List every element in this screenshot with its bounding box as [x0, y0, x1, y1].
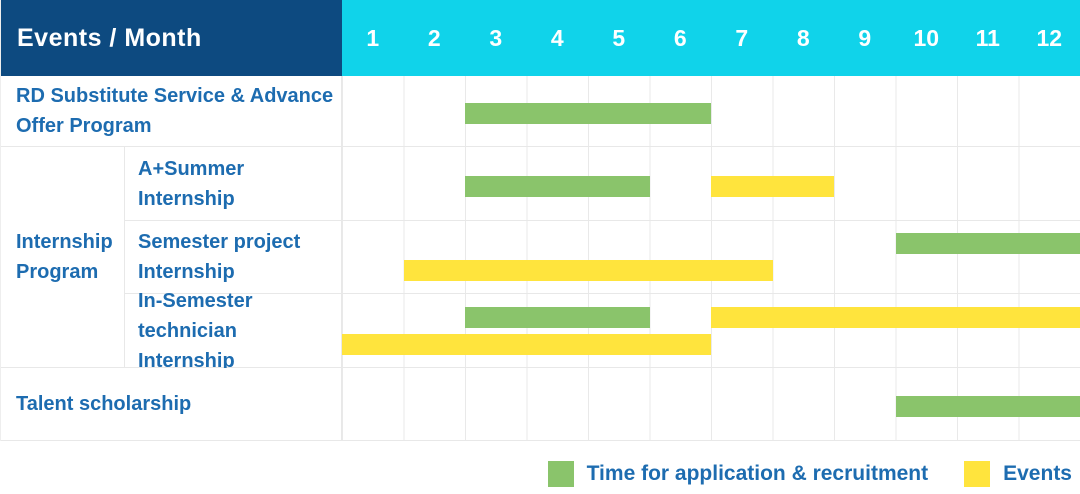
events-month-table: Events / Month 1 2 3 4 5 6 7 8 9 10 11 12 RD Substi… [0, 0, 1080, 441]
chart-row-semester-project-internship [342, 221, 1080, 294]
month-header-11: 11 [975, 24, 1000, 51]
month-header-4: 4 [550, 24, 564, 51]
chart-row-a-plus-summer-internship [342, 147, 1080, 221]
application-recruitment-bar [465, 306, 650, 328]
row-label-rd-substitute-service: RD Substitute Service & Advance Offer Pr… [1, 76, 342, 147]
application-recruitment-bar [895, 396, 1080, 417]
legend-swatch-yellow [964, 461, 991, 487]
chart-row-talent-scholarship [342, 368, 1080, 441]
events-bar [711, 175, 834, 197]
application-recruitment-bar [465, 175, 650, 197]
legend-label: Time for application & recruitment [586, 462, 929, 485]
month-header-9: 9 [858, 24, 872, 51]
legend-label: Events [1003, 462, 1072, 485]
row-label-text: A+Summer Internship [138, 157, 245, 210]
month-header-8: 8 [796, 24, 810, 51]
events-bar [403, 260, 773, 281]
group-label-text: Internship Program [16, 231, 113, 283]
month-header-10: 10 [913, 24, 940, 51]
table-header-cell: Events / Month [1, 0, 342, 76]
month-header-7: 7 [735, 24, 749, 51]
table-title: Events / Month [17, 23, 202, 52]
row-label-text: In-Semester technician Internship [138, 289, 253, 372]
events-bar [342, 333, 711, 355]
row-label-talent-scholarship: Talent scholarship [1, 368, 342, 441]
legend: Time for application & recruitment Event… [547, 461, 1072, 487]
legend-item-application-recruitment: Time for application & recruitment [547, 461, 929, 487]
application-recruitment-bar [895, 233, 1080, 254]
row-label-in-semester-technician-internship: In-Semester technician Internship [125, 290, 342, 372]
group-label-internship-program: Internship Program [1, 147, 125, 368]
month-header-2: 2 [427, 24, 441, 51]
chart-row-in-semester-technician-internship [342, 294, 1080, 368]
legend-item-events: Events [964, 461, 1072, 487]
events-bar [711, 306, 1080, 328]
row-label-semester-project-internship: Semester project Internship [125, 221, 342, 294]
month-header-3: 3 [489, 24, 503, 51]
legend-swatch-green [547, 461, 574, 487]
month-header-row: 1 2 3 4 5 6 7 8 9 10 11 12 [342, 0, 1080, 76]
application-recruitment-bar [465, 103, 711, 124]
row-label-text: Talent scholarship [16, 393, 192, 415]
chart-row-rd-substitute-service [342, 76, 1080, 147]
row-label-text: RD Substitute Service & Advance Offer Pr… [16, 85, 334, 137]
row-label-text: Semester project Internship [138, 231, 301, 283]
row-label-a-plus-summer-internship: A+Summer Internship [125, 147, 342, 221]
month-header-6: 6 [673, 24, 687, 51]
month-header-12: 12 [1036, 24, 1063, 51]
month-header-5: 5 [612, 24, 626, 51]
month-header-1: 1 [366, 24, 380, 51]
